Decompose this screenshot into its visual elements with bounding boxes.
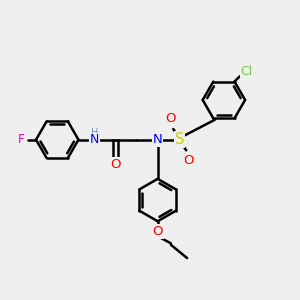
Text: O: O bbox=[152, 225, 163, 238]
Text: N: N bbox=[153, 133, 163, 146]
Text: S: S bbox=[175, 132, 184, 147]
Text: N: N bbox=[90, 133, 99, 146]
Text: Cl: Cl bbox=[241, 65, 253, 78]
Text: O: O bbox=[166, 112, 176, 125]
Text: F: F bbox=[18, 133, 25, 146]
Text: O: O bbox=[110, 158, 121, 171]
Text: H: H bbox=[91, 128, 98, 138]
Text: O: O bbox=[183, 154, 194, 167]
